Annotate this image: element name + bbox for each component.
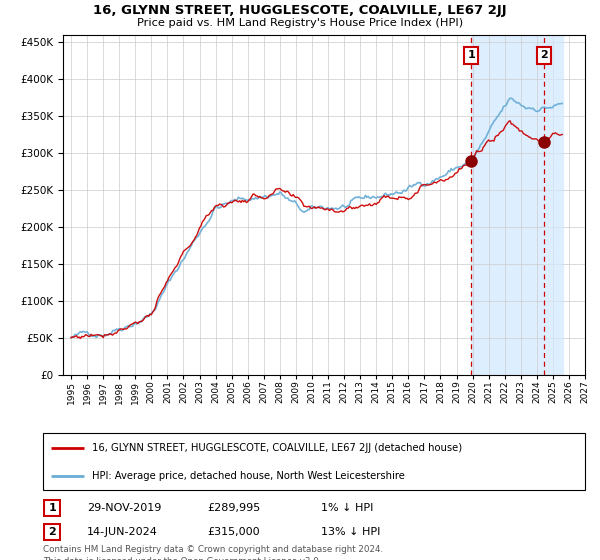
- Text: HPI: Average price, detached house, North West Leicestershire: HPI: Average price, detached house, Nort…: [92, 472, 405, 482]
- Text: 1: 1: [49, 503, 56, 513]
- Text: 29-NOV-2019: 29-NOV-2019: [87, 503, 161, 513]
- Bar: [544, 35, 563, 375]
- Text: 1% ↓ HPI: 1% ↓ HPI: [321, 503, 373, 513]
- Text: 16, GLYNN STREET, HUGGLESCOTE, COALVILLE, LE67 2JJ (detached house): 16, GLYNN STREET, HUGGLESCOTE, COALVILLE…: [92, 443, 462, 453]
- Text: 16, GLYNN STREET, HUGGLESCOTE, COALVILLE, LE67 2JJ: 16, GLYNN STREET, HUGGLESCOTE, COALVILLE…: [93, 4, 507, 17]
- Text: 2: 2: [540, 50, 548, 60]
- Text: Price paid vs. HM Land Registry's House Price Index (HPI): Price paid vs. HM Land Registry's House …: [137, 18, 463, 28]
- Text: £289,995: £289,995: [207, 503, 260, 513]
- Text: 14-JUN-2024: 14-JUN-2024: [87, 527, 158, 537]
- Text: £315,000: £315,000: [207, 527, 260, 537]
- Text: 2: 2: [49, 527, 56, 537]
- Text: 13% ↓ HPI: 13% ↓ HPI: [321, 527, 380, 537]
- Bar: [471, 35, 563, 375]
- Text: Contains HM Land Registry data © Crown copyright and database right 2024.
This d: Contains HM Land Registry data © Crown c…: [43, 545, 383, 560]
- Text: 1: 1: [467, 50, 475, 60]
